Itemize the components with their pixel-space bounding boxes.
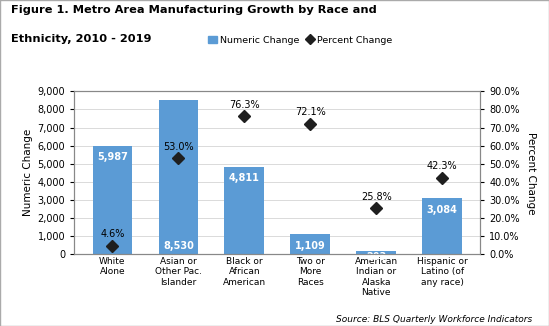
Text: 25.8%: 25.8% — [361, 192, 391, 202]
Text: Figure 1. Metro Area Manufacturing Growth by Race and: Figure 1. Metro Area Manufacturing Growt… — [11, 5, 377, 15]
Bar — [290, 234, 330, 254]
Text: 42.3%: 42.3% — [427, 161, 457, 171]
Text: 76.3%: 76.3% — [229, 100, 260, 110]
Y-axis label: Numeric Change: Numeric Change — [23, 129, 33, 216]
Text: Ethnicity, 2010 - 2019: Ethnicity, 2010 - 2019 — [11, 34, 152, 44]
Text: 4,811: 4,811 — [229, 173, 260, 184]
Bar — [422, 199, 462, 254]
Y-axis label: Percent Change: Percent Change — [525, 131, 536, 214]
Text: 4.6%: 4.6% — [100, 229, 125, 239]
Bar — [225, 167, 264, 254]
Text: 1,109: 1,109 — [295, 241, 326, 251]
Text: 72.1%: 72.1% — [295, 107, 326, 117]
Legend: Numeric Change, Percent Change: Numeric Change, Percent Change — [208, 36, 393, 45]
Bar — [159, 100, 198, 254]
Text: 3,084: 3,084 — [427, 205, 457, 215]
Text: Source: BLS Quarterly Workforce Indicators: Source: BLS Quarterly Workforce Indicato… — [337, 315, 533, 324]
Bar — [356, 251, 396, 254]
Text: 5,987: 5,987 — [97, 152, 128, 162]
Text: 203: 203 — [366, 252, 386, 262]
Text: 8,530: 8,530 — [163, 241, 194, 251]
Bar — [93, 146, 132, 254]
Text: 53.0%: 53.0% — [163, 142, 194, 152]
